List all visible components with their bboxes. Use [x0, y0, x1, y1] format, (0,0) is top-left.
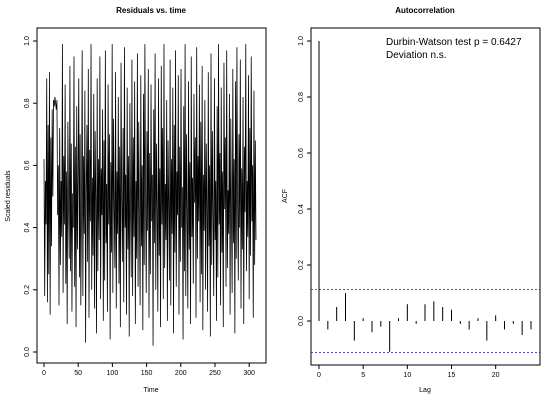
- durbin-watson-annotation: Durbin-Watson test p = 0.6427: [386, 37, 522, 48]
- left-x-ticks: 0 50 100 150 200 250 300: [42, 363, 255, 377]
- left-y-tick-label: 1.0: [24, 36, 31, 46]
- right-y-tick-label: 0.8: [298, 92, 305, 102]
- left-y-tick-label: 0.8: [24, 98, 31, 108]
- right-y-ticks: 0.0 0.2 0.4 0.6 0.8 1.0: [298, 36, 311, 326]
- right-y-axis-label: ACF: [282, 189, 289, 203]
- right-x-ticks: 0 5 10 15 20: [317, 365, 500, 379]
- right-plot-frame: [310, 27, 541, 366]
- left-y-tick-label: 0.2: [24, 285, 31, 295]
- residuals-panel: Residuals vs. time Time Scaled residuals…: [5, 6, 267, 394]
- right-x-tick-label: 0: [317, 372, 321, 379]
- right-x-tick-label: 15: [448, 372, 456, 379]
- right-plot-title: Autocorrelation: [395, 6, 455, 15]
- left-x-tick-label: 100: [107, 370, 119, 377]
- right-y-tick-label: 1.0: [298, 36, 305, 46]
- right-y-tick-label: 0.0: [298, 316, 305, 326]
- left-x-axis-label: Time: [143, 387, 158, 394]
- right-y-tick-label: 0.4: [298, 204, 305, 214]
- left-y-ticks: 0.0 0.2 0.4 0.6 0.8 1.0: [24, 36, 37, 357]
- left-y-axis-label: Scaled residuals: [5, 170, 12, 222]
- left-x-tick-label: 250: [209, 370, 221, 377]
- left-y-tick-label: 0.6: [24, 160, 31, 170]
- residual-line: [43, 44, 257, 346]
- left-plot-frame: [36, 27, 267, 364]
- right-y-tick-label: 0.6: [298, 148, 305, 158]
- left-x-tick-label: 150: [141, 370, 153, 377]
- left-x-tick-label: 200: [175, 370, 187, 377]
- acf-bars: [318, 41, 532, 352]
- right-y-tick-label: 0.2: [298, 260, 305, 270]
- left-x-tick-label: 50: [74, 370, 82, 377]
- left-y-tick-label: 0.4: [24, 223, 31, 233]
- right-x-tick-label: 20: [492, 372, 500, 379]
- autocorrelation-panel: Autocorrelation Lag ACF Durbin-Watson te…: [282, 6, 541, 394]
- residual-series: [43, 44, 257, 346]
- right-x-tick-label: 5: [361, 372, 365, 379]
- left-y-tick-label: 0.0: [24, 347, 31, 357]
- left-x-tick-label: 300: [243, 370, 255, 377]
- right-x-axis-label: Lag: [419, 387, 431, 394]
- left-plot-title: Residuals vs. time: [116, 6, 186, 15]
- deviation-annotation: Deviation n.s.: [386, 50, 447, 61]
- right-x-tick-label: 10: [403, 372, 411, 379]
- left-x-tick-label: 0: [42, 370, 46, 377]
